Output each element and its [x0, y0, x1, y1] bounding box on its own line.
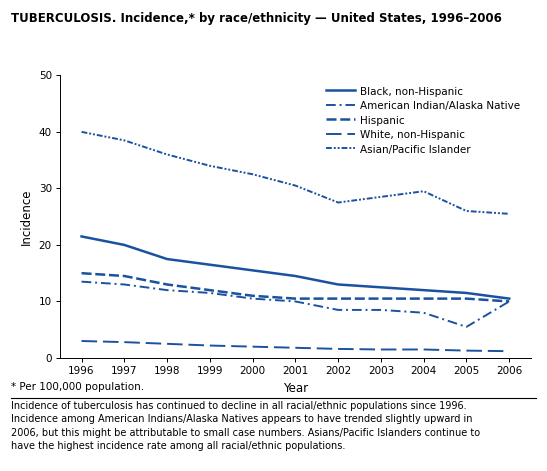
Legend: Black, non-Hispanic, American Indian/Alaska Native, Hispanic, White, non-Hispani: Black, non-Hispanic, American Indian/Ala…	[321, 81, 525, 160]
Y-axis label: Incidence: Incidence	[20, 188, 33, 245]
Text: TUBERCULOSIS. Incidence,* by race/ethnicity — United States, 1996–2006: TUBERCULOSIS. Incidence,* by race/ethnic…	[11, 12, 502, 25]
Text: * Per 100,000 population.: * Per 100,000 population.	[11, 382, 144, 391]
Text: Incidence of tuberculosis has continued to decline in all racial/ethnic populati: Incidence of tuberculosis has continued …	[11, 401, 480, 451]
X-axis label: Year: Year	[283, 382, 308, 395]
